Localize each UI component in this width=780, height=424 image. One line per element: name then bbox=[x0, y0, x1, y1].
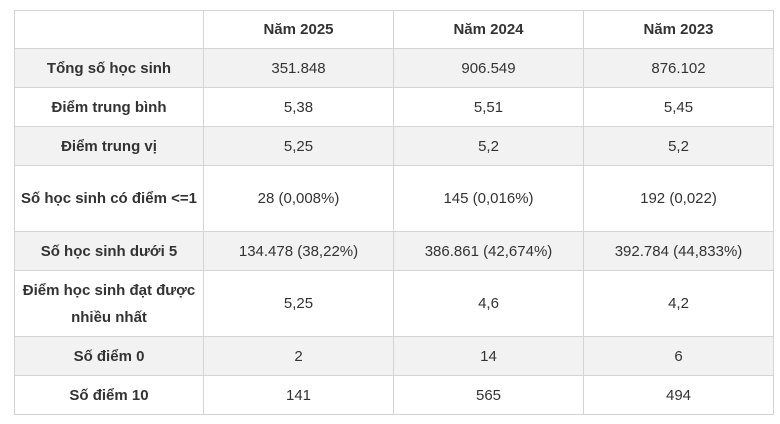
table-cell: 5,45 bbox=[583, 87, 774, 127]
table-row: Điểm trung vị 5,25 5,2 5,2 bbox=[14, 126, 774, 166]
table-cell: 4,2 bbox=[583, 270, 774, 337]
table-cell: 5,25 bbox=[203, 270, 394, 337]
table-cell: 5,2 bbox=[583, 126, 774, 166]
table-cell: 28 (0,008%) bbox=[203, 165, 394, 232]
header-cell-corner bbox=[14, 10, 204, 49]
header-cell-2023: Năm 2023 bbox=[583, 10, 774, 49]
table-cell: 386.861 (42,674%) bbox=[393, 231, 584, 271]
row-label: Số học sinh dưới 5 bbox=[14, 231, 204, 271]
row-label: Tổng số học sinh bbox=[14, 48, 204, 88]
table-row: Điểm học sinh đạt được nhiều nhất 5,25 4… bbox=[14, 270, 774, 337]
header-cell-2025: Năm 2025 bbox=[203, 10, 394, 49]
table-cell: 4,6 bbox=[393, 270, 584, 337]
table-cell: 392.784 (44,833%) bbox=[583, 231, 774, 271]
table-cell: 494 bbox=[583, 375, 774, 415]
table-cell: 2 bbox=[203, 336, 394, 376]
table-row: Số điểm 10 141 565 494 bbox=[14, 375, 774, 415]
table-cell: 565 bbox=[393, 375, 584, 415]
table-cell: 192 (0,022) bbox=[583, 165, 774, 232]
table-cell: 5,2 bbox=[393, 126, 584, 166]
table-row: Điểm trung bình 5,38 5,51 5,45 bbox=[14, 87, 774, 127]
row-label: Số điểm 0 bbox=[14, 336, 204, 376]
statistics-table: Năm 2025 Năm 2024 Năm 2023 Tổng số học s… bbox=[14, 10, 774, 415]
row-label: Điểm trung bình bbox=[14, 87, 204, 127]
table-row: Số học sinh dưới 5 134.478 (38,22%) 386.… bbox=[14, 231, 774, 271]
row-label: Điểm trung vị bbox=[14, 126, 204, 166]
table-cell: 141 bbox=[203, 375, 394, 415]
table-cell: 5,38 bbox=[203, 87, 394, 127]
table-cell: 145 (0,016%) bbox=[393, 165, 584, 232]
row-label: Số điểm 10 bbox=[14, 375, 204, 415]
header-row: Năm 2025 Năm 2024 Năm 2023 bbox=[14, 10, 774, 49]
table-cell: 134.478 (38,22%) bbox=[203, 231, 394, 271]
table-cell: 5,51 bbox=[393, 87, 584, 127]
table-cell: 876.102 bbox=[583, 48, 774, 88]
table-cell: 14 bbox=[393, 336, 584, 376]
row-label: Điểm học sinh đạt được nhiều nhất bbox=[14, 270, 204, 337]
table-row: Tổng số học sinh 351.848 906.549 876.102 bbox=[14, 48, 774, 88]
table-cell: 351.848 bbox=[203, 48, 394, 88]
table-cell: 5,25 bbox=[203, 126, 394, 166]
table-row: Số học sinh có điểm <=1 28 (0,008%) 145 … bbox=[14, 165, 774, 232]
table-cell: 906.549 bbox=[393, 48, 584, 88]
header-cell-2024: Năm 2024 bbox=[393, 10, 584, 49]
table-row: Số điểm 0 2 14 6 bbox=[14, 336, 774, 376]
row-label: Số học sinh có điểm <=1 bbox=[14, 165, 204, 232]
table-cell: 6 bbox=[583, 336, 774, 376]
